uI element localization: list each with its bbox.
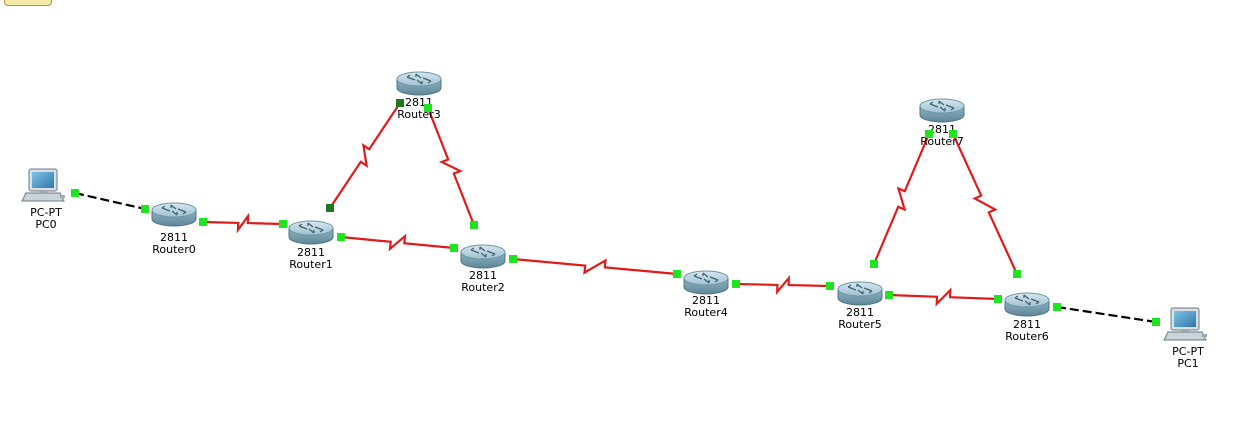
port-link-router5-router7-b <box>925 130 933 138</box>
device-name-label: Router0 <box>152 243 195 256</box>
port-link-router0-router1-a <box>199 218 207 226</box>
router-icon <box>837 281 883 306</box>
workspace-corner-tab[interactable] <box>4 0 52 6</box>
port-link-router6-pc1-b <box>1152 318 1160 326</box>
device-model-label: PC-PT <box>30 206 62 219</box>
device-model-label: 2811 <box>469 269 497 282</box>
port-link-router0-router1-b <box>279 220 287 228</box>
port-link-router1-router2-a <box>337 233 345 241</box>
port-link-router1-router3-a <box>326 204 334 212</box>
link-router3-router2-serial[interactable] <box>426 107 476 226</box>
port-link-router2-router4-b <box>673 270 681 278</box>
link-router1-router3-serial[interactable] <box>329 102 401 209</box>
pc-icon <box>1163 307 1207 341</box>
device-model-label: 2811 <box>846 306 874 319</box>
port-link-router7-router6-a <box>949 130 957 138</box>
port-link-router3-router2-b <box>470 221 478 229</box>
port-link-router2-router4-a <box>509 255 517 263</box>
link-router5-router6-serial[interactable] <box>888 287 999 307</box>
ports-layer <box>71 99 1160 326</box>
device-name-label: Router6 <box>1005 330 1048 343</box>
device-name-label: Router7 <box>920 135 963 148</box>
links-layer <box>74 102 1157 324</box>
router-icon <box>683 270 729 295</box>
device-model-label: PC-PT <box>1172 345 1204 358</box>
port-link-router5-router7-a <box>870 260 878 268</box>
device-name-label: Router1 <box>289 258 332 271</box>
link-router2-router4-serial[interactable] <box>512 257 678 276</box>
pc-icon <box>21 168 65 202</box>
device-name-label: PC1 <box>1177 357 1198 370</box>
device-name-label: Router4 <box>684 306 727 319</box>
port-link-router5-router6-a <box>885 291 893 299</box>
router-icon <box>396 71 442 96</box>
link-router0-router1-serial[interactable] <box>202 212 284 234</box>
port-link-router1-router3-b <box>396 99 404 107</box>
router-icon <box>460 244 506 269</box>
router-icon <box>151 202 197 227</box>
port-link-pc0-router0-b <box>141 205 149 213</box>
router-icon <box>919 98 965 123</box>
port-link-router4-router5-a <box>732 280 740 288</box>
port-link-router1-router2-b <box>450 244 458 252</box>
port-link-router6-pc1-a <box>1053 303 1061 311</box>
link-pc0-router0-ethernet[interactable] <box>74 191 146 211</box>
link-router7-router6-serial[interactable] <box>951 133 1019 275</box>
router-icon <box>1004 292 1050 317</box>
device-model-label: 2811 <box>160 231 188 244</box>
device-name-label: Router3 <box>397 108 440 121</box>
link-router1-router2-serial[interactable] <box>340 233 455 252</box>
link-router6-pc1-ethernet[interactable] <box>1056 305 1157 324</box>
port-link-router5-router6-b <box>994 295 1002 303</box>
port-link-router3-router2-a <box>424 104 432 112</box>
device-name-label: Router5 <box>838 318 881 331</box>
link-router4-router5-serial[interactable] <box>735 274 831 296</box>
port-link-router4-router5-b <box>826 282 834 290</box>
router-icon <box>288 220 334 245</box>
device-model-label: 2811 <box>297 246 325 259</box>
port-link-pc0-router0-a <box>71 189 79 197</box>
port-link-router7-router6-b <box>1013 270 1021 278</box>
link-router5-router7-serial[interactable] <box>872 133 931 265</box>
device-model-label: 2811 <box>692 294 720 307</box>
device-name-label: PC0 <box>35 218 56 231</box>
device-model-label: 2811 <box>1013 318 1041 331</box>
device-name-label: Router2 <box>461 281 504 294</box>
